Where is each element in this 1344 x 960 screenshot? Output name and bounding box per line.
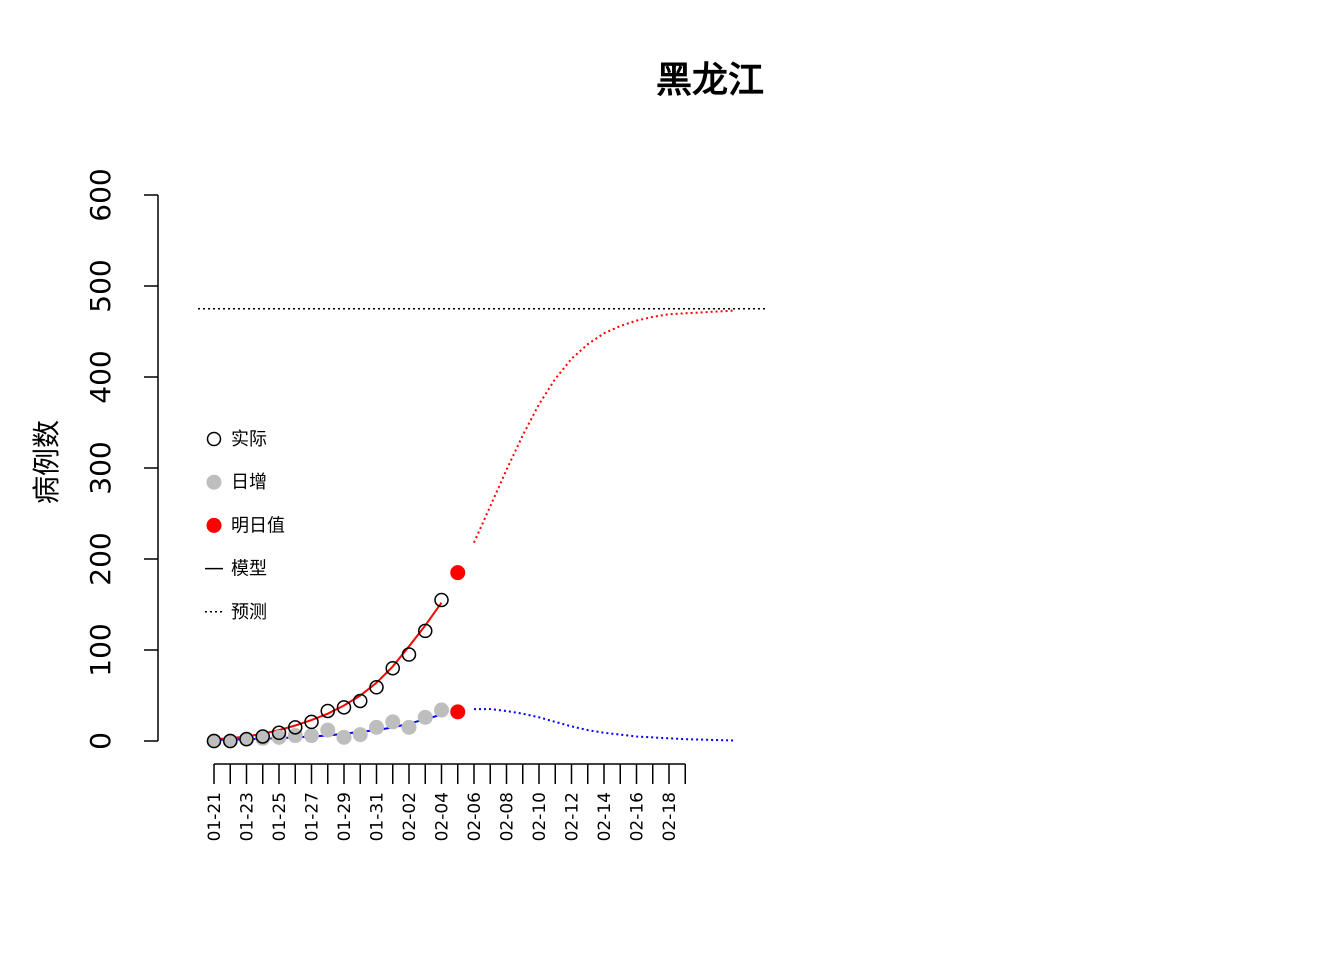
actual-point — [320, 703, 335, 719]
legend-symbol-actual — [206, 431, 222, 447]
daily-increase-point — [385, 714, 401, 730]
x-tick-label: 01-21 — [205, 792, 225, 841]
legend-label: 日增 — [231, 472, 267, 493]
y-tick-label: 600 — [84, 168, 117, 221]
x-axis: 01-21 01-23 01-25 01-27 01-29 01-31 02-02 02-04… — [205, 763, 686, 841]
cumulative-forecast-curve — [473, 309, 735, 544]
y-tick-label: 300 — [84, 441, 117, 494]
daily-increase-point — [352, 727, 368, 743]
daily-increase-point — [417, 709, 433, 725]
x-tick-label: 02-08 — [498, 792, 518, 841]
cumulative-model-curve — [213, 602, 443, 741]
actual-point — [353, 693, 368, 709]
data-points — [206, 565, 466, 749]
chart-title: 黑龙江 — [656, 60, 764, 101]
tomorrow-value-point — [450, 704, 466, 720]
actual-point — [271, 725, 287, 741]
actual-point — [206, 733, 222, 749]
actual-point — [288, 720, 303, 735]
daily-increase-point — [222, 733, 238, 749]
x-tick-label: 01-31 — [368, 792, 388, 841]
x-tick-label: 01-23 — [238, 792, 258, 841]
legend-symbol-filled — [206, 517, 222, 533]
legend-symbol-filled — [206, 474, 222, 490]
daily-increase-point — [239, 731, 254, 747]
x-tick-label: 01-29 — [335, 792, 355, 841]
daily-increase-point — [434, 702, 449, 718]
daily-increase-point — [320, 722, 336, 738]
x-tick-label: 02-02 — [400, 792, 420, 841]
x-tick-label: 02-12 — [563, 792, 583, 841]
y-tick-label: 0 — [84, 732, 117, 750]
actual-point — [255, 729, 270, 744]
x-tick-label: 02-04 — [433, 792, 453, 841]
y-tick-label: 100 — [84, 623, 117, 676]
legend-label: 预测 — [231, 602, 267, 623]
legend-label: 明日值 — [231, 515, 285, 536]
tomorrow-value-point — [450, 565, 466, 581]
y-tick-label: 200 — [84, 532, 117, 585]
x-tick-label: 02-10 — [530, 792, 550, 841]
x-tick-label: 02-14 — [595, 792, 615, 841]
y-tick-label: 500 — [84, 259, 117, 312]
daily-increase-point — [336, 729, 352, 745]
daily-increase-point — [206, 733, 222, 749]
actual-point — [304, 714, 319, 730]
legend-label: 实际 — [231, 429, 267, 450]
daily-forecast-curve — [474, 708, 735, 742]
daily-increase-point — [369, 719, 384, 735]
actual-point — [401, 647, 417, 662]
actual-point — [336, 700, 352, 715]
x-tick-label: 01-25 — [270, 792, 290, 841]
y-tick-label: 400 — [84, 350, 117, 403]
actual-point — [239, 731, 254, 747]
legend-label: 模型 — [231, 559, 267, 580]
daily-increase-point — [401, 719, 417, 735]
y-axis: 0 100 200 300 400 500 600 — [84, 168, 159, 750]
actual-point — [434, 592, 449, 608]
actual-point — [369, 680, 384, 695]
daily-increase-point — [271, 729, 287, 745]
actual-point — [385, 660, 400, 676]
x-tick-label: 02-16 — [628, 792, 648, 841]
y-axis-label: 病例数 — [30, 420, 63, 504]
x-tick-label: 02-06 — [465, 792, 485, 841]
x-tick-label: 02-18 — [660, 792, 680, 841]
daily-increase-point — [304, 728, 319, 744]
actual-point — [223, 733, 238, 749]
x-tick-label: 01-27 — [303, 792, 323, 841]
actual-point — [418, 623, 433, 639]
